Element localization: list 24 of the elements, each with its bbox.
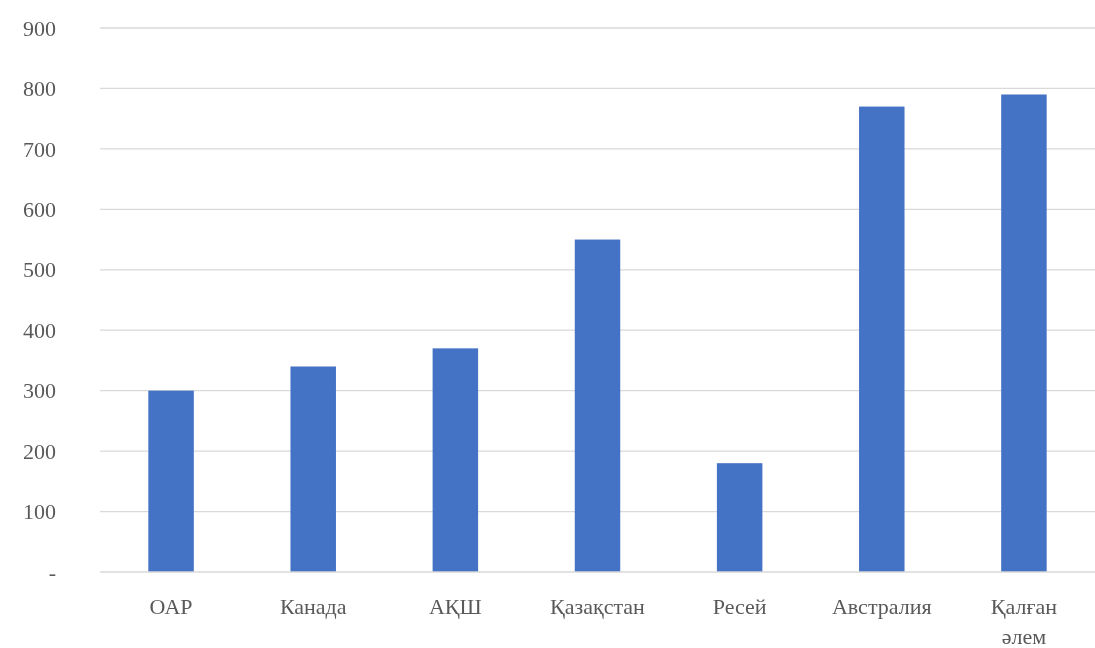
x-tick-label: Австралия bbox=[831, 594, 932, 619]
bar bbox=[859, 106, 905, 572]
bar bbox=[1001, 94, 1047, 572]
y-tick-label: 500 bbox=[23, 257, 56, 283]
y-tick-label: 100 bbox=[23, 499, 56, 525]
bar bbox=[574, 239, 621, 572]
x-tick-label: Қазақстан bbox=[550, 594, 646, 619]
x-tick-label: Қалған әлем bbox=[990, 594, 1058, 648]
y-tick-label: 700 bbox=[23, 136, 56, 162]
bar bbox=[148, 390, 194, 572]
y-tick-label: 800 bbox=[23, 76, 56, 102]
y-tick-label: 900 bbox=[23, 15, 56, 41]
y-tick-label: 400 bbox=[23, 317, 56, 343]
x-tick-label: Ресей bbox=[712, 594, 767, 619]
bar bbox=[290, 366, 336, 572]
y-tick-label: 600 bbox=[23, 197, 56, 223]
y-tick-label: - bbox=[48, 559, 56, 585]
bar bbox=[716, 463, 763, 572]
x-tick-label: ОАР bbox=[149, 594, 193, 619]
x-tick-label: АҚШ bbox=[428, 594, 482, 619]
y-tick-label: 300 bbox=[23, 378, 56, 404]
y-tick-label: 200 bbox=[23, 438, 56, 464]
bar bbox=[432, 348, 479, 572]
x-tick-label: Канада bbox=[279, 594, 347, 619]
